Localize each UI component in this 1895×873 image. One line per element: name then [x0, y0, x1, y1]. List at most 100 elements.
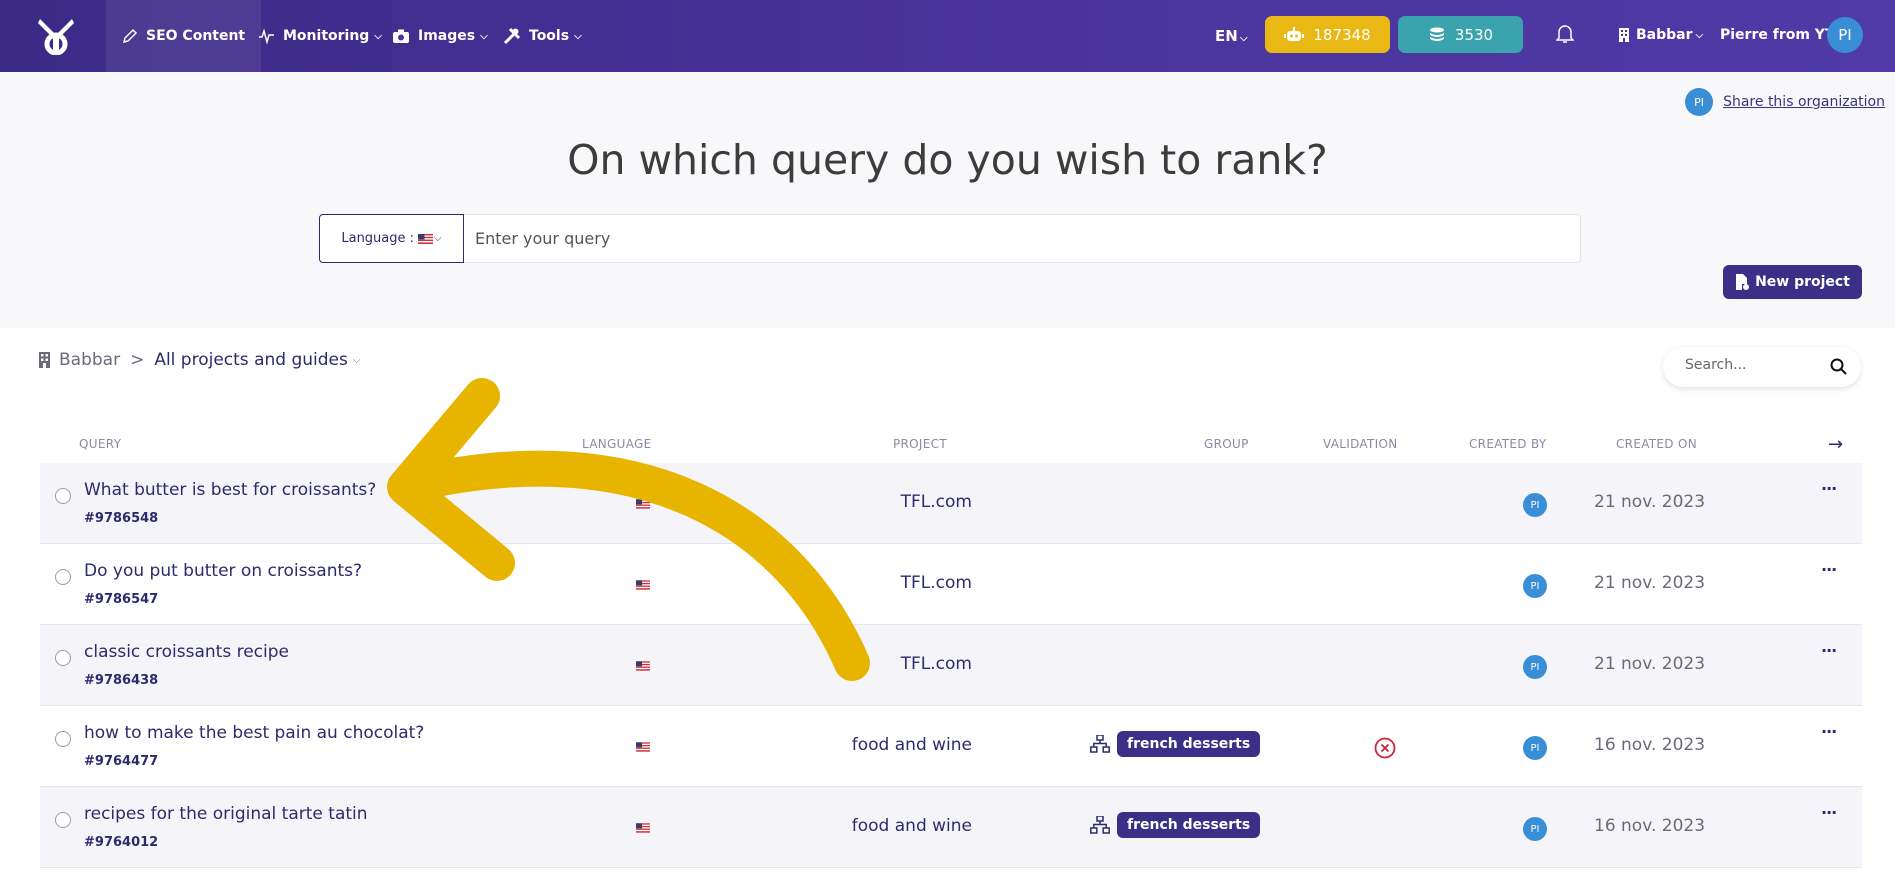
rejected-icon[interactable]: [1374, 737, 1396, 759]
row-checkbox[interactable]: [55, 650, 71, 666]
creator-avatar: PI: [1523, 817, 1547, 841]
camera-icon: [393, 29, 409, 43]
table-row[interactable]: classic croissants recipe #9786438 TFL.c…: [40, 625, 1862, 706]
building-icon: [1619, 28, 1629, 42]
sitemap-icon: [1090, 816, 1110, 834]
column-header-group[interactable]: GROUP: [1204, 437, 1249, 451]
nav-monitoring-label: Monitoring: [283, 28, 370, 44]
pulse-icon: [259, 28, 274, 44]
nav-monitoring[interactable]: Monitoring ⌵: [258, 0, 382, 72]
page-title: On which query do you wish to rank?: [567, 136, 1328, 184]
query-title[interactable]: classic croissants recipe: [84, 642, 289, 662]
share-organization[interactable]: PI Share this organization: [1685, 88, 1885, 116]
coins-icon: [1429, 27, 1444, 41]
query-id: #9764477: [84, 754, 159, 769]
query-id: #9786547: [84, 592, 159, 607]
language-select[interactable]: Language : ⌵: [319, 214, 464, 263]
project-name[interactable]: food and wine: [851, 735, 972, 755]
column-header-language[interactable]: LANGUAGE: [582, 437, 652, 451]
creator-avatar: PI: [1523, 736, 1547, 760]
top-navigation-bar: SEO Content Monitoring ⌵ Images ⌵ Tools …: [0, 0, 1895, 72]
robot-credits-value: 187348: [1313, 25, 1371, 44]
breadcrumb-current[interactable]: All projects and guides: [154, 350, 348, 370]
new-project-button[interactable]: New project: [1723, 265, 1862, 299]
tools-icon: [503, 27, 521, 45]
logo-icon[interactable]: [36, 17, 76, 55]
query-title[interactable]: recipes for the original tarte tatin: [84, 804, 368, 824]
table-row[interactable]: recipes for the original tarte tatin #97…: [40, 787, 1862, 868]
organization-name: Babbar: [1636, 27, 1693, 43]
group-tag[interactable]: french desserts: [1117, 731, 1261, 757]
query-title[interactable]: What butter is best for croissants?: [84, 480, 377, 500]
user-name[interactable]: Pierre from YTG: [1720, 27, 1846, 43]
more-options-icon[interactable]: ···: [1821, 722, 1837, 741]
column-header-validation[interactable]: VALIDATION: [1323, 437, 1398, 451]
chevron-down-icon: ⌵: [1695, 29, 1704, 41]
nav-seo-content[interactable]: SEO Content: [106, 0, 262, 72]
query-search-bar: Language : ⌵: [319, 214, 1581, 263]
chevron-down-icon: ⌵: [434, 233, 442, 244]
search-icon[interactable]: [1830, 358, 1847, 375]
more-options-icon[interactable]: ···: [1821, 560, 1837, 579]
arrow-right-icon[interactable]: →: [1828, 434, 1844, 455]
column-header-created-by[interactable]: CREATED BY: [1469, 437, 1547, 451]
more-options-icon[interactable]: ···: [1821, 803, 1837, 822]
row-checkbox[interactable]: [55, 731, 71, 747]
column-header-project[interactable]: PROJECT: [893, 437, 947, 451]
project-name[interactable]: TFL.com: [900, 654, 972, 674]
project-name[interactable]: TFL.com: [900, 573, 972, 593]
breadcrumb: Babbar > All projects and guides ⌵: [38, 350, 360, 370]
row-checkbox[interactable]: [55, 569, 71, 585]
language-label: EN: [1215, 27, 1238, 45]
chevron-down-icon: ⌵: [374, 30, 382, 42]
chevron-down-icon: ⌵: [480, 30, 488, 42]
table-row[interactable]: how to make the best pain au chocolat? #…: [40, 706, 1862, 787]
robot-credits-badge[interactable]: 187348: [1265, 16, 1390, 53]
created-date: 16 nov. 2023: [1594, 816, 1706, 836]
creator-avatar: PI: [1523, 574, 1547, 598]
column-header-created-on[interactable]: CREATED ON: [1616, 437, 1697, 451]
organization-switcher[interactable]: Babbar ⌵: [1618, 27, 1703, 43]
nav-seo-content-label: SEO Content: [146, 28, 246, 44]
chevron-down-icon[interactable]: ⌵: [352, 354, 361, 366]
query-title[interactable]: Do you put butter on croissants?: [84, 561, 363, 581]
us-flag-icon: [636, 661, 650, 671]
query-id: #9786548: [84, 511, 159, 526]
nav-tools[interactable]: Tools ⌵: [503, 0, 582, 72]
query-id: #9764012: [84, 835, 159, 850]
language-switcher[interactable]: EN ⌵: [1215, 27, 1248, 45]
bell-icon[interactable]: [1556, 24, 1574, 44]
projects-search-input[interactable]: [1685, 357, 1825, 373]
group-tag[interactable]: french desserts: [1117, 812, 1261, 838]
created-date: 21 nov. 2023: [1594, 654, 1706, 674]
group-cell: french desserts: [1090, 731, 1261, 757]
coin-credits-badge[interactable]: 3530: [1398, 16, 1523, 53]
project-name[interactable]: TFL.com: [900, 492, 972, 512]
row-checkbox[interactable]: [55, 812, 71, 828]
language-select-label: Language :: [341, 231, 415, 246]
breadcrumb-root[interactable]: Babbar: [59, 350, 121, 370]
nav-images[interactable]: Images ⌵: [392, 0, 488, 72]
more-options-icon[interactable]: ···: [1821, 641, 1837, 660]
share-organization-link[interactable]: Share this organization: [1723, 94, 1885, 110]
avatar: PI: [1685, 88, 1714, 116]
chevron-down-icon: ⌵: [574, 30, 582, 42]
query-input[interactable]: [475, 215, 1575, 262]
nav-tools-label: Tools: [529, 28, 570, 44]
user-avatar[interactable]: PI: [1827, 17, 1863, 53]
table-row[interactable]: What butter is best for croissants? #978…: [40, 463, 1862, 544]
pencil-icon: [122, 28, 138, 44]
new-project-label: New project: [1755, 274, 1850, 290]
row-checkbox[interactable]: [55, 488, 71, 504]
us-flag-icon: [636, 580, 650, 590]
creator-avatar: PI: [1523, 655, 1547, 679]
project-name[interactable]: food and wine: [851, 816, 972, 836]
column-header-query[interactable]: QUERY: [79, 437, 122, 451]
query-title[interactable]: how to make the best pain au chocolat?: [84, 723, 425, 743]
sitemap-icon: [1090, 735, 1110, 753]
group-cell: french desserts: [1090, 812, 1261, 838]
coin-credits-value: 3530: [1454, 25, 1494, 44]
table-row[interactable]: Do you put butter on croissants? #978654…: [40, 544, 1862, 625]
more-options-icon[interactable]: ···: [1821, 479, 1837, 498]
robot-icon: [1284, 26, 1305, 41]
